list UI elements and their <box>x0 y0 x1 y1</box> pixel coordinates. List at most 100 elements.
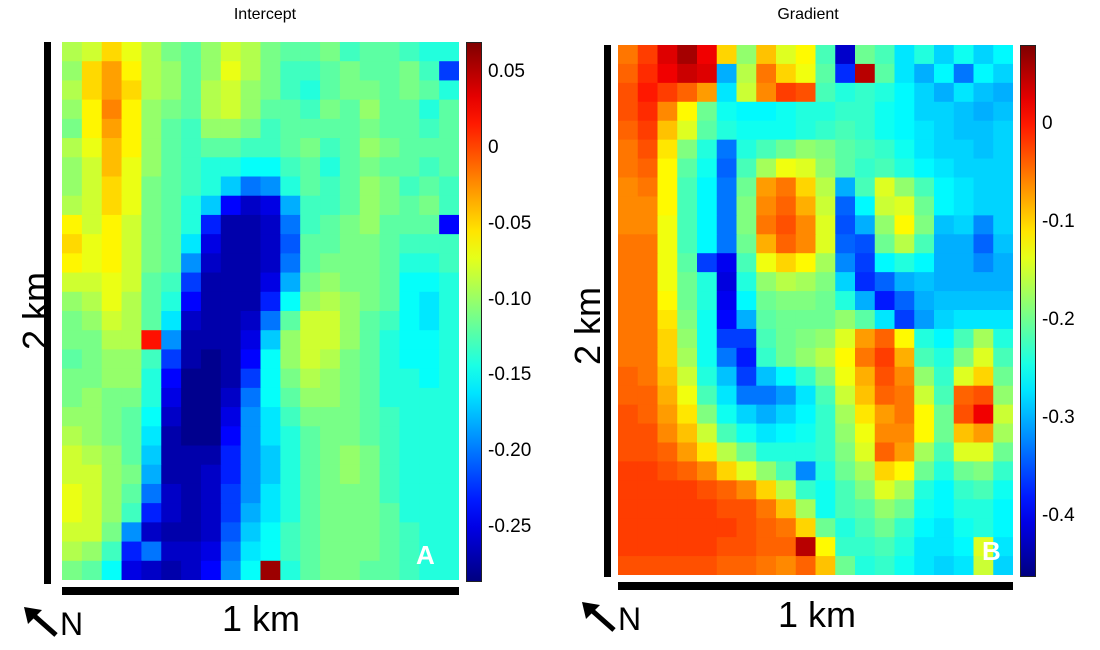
heatmap-cell <box>953 291 975 311</box>
heatmap-cell <box>855 101 876 122</box>
heatmap-cell <box>736 234 757 254</box>
heatmap-cell <box>121 522 142 543</box>
heatmap-cell <box>835 442 856 463</box>
heatmap-cell <box>973 139 994 160</box>
heatmap-cell <box>62 483 83 504</box>
heatmap-cell <box>220 138 242 158</box>
heatmap-cell <box>320 195 341 216</box>
heatmap-cell <box>280 99 301 120</box>
heatmap-cell <box>894 63 915 84</box>
heatmap-cell <box>815 272 836 292</box>
heatmap-cell <box>776 499 797 519</box>
heatmap-cell <box>200 157 222 178</box>
heatmap-cell <box>795 45 817 65</box>
heatmap-cell <box>439 387 459 408</box>
heatmap-cell <box>101 234 123 254</box>
heatmap-cell <box>419 503 440 523</box>
heatmap-cell <box>618 291 639 311</box>
heatmap-cell <box>161 349 182 370</box>
heatmap-cell <box>399 387 420 408</box>
heatmap-cell <box>795 82 817 103</box>
heatmap-cell <box>716 158 738 179</box>
heatmap-cell <box>973 253 994 273</box>
heatmap-cell <box>855 158 876 179</box>
heatmap-cell <box>439 176 459 197</box>
heatmap-cell <box>776 385 797 406</box>
heatmap-cell <box>756 215 777 235</box>
heatmap-cell <box>953 385 975 406</box>
heatmap-cell <box>736 177 757 198</box>
heatmap-cell <box>101 291 123 312</box>
heatmap-cell <box>697 253 718 273</box>
heatmap-cell <box>756 537 777 557</box>
heatmap-cell <box>81 272 103 293</box>
heatmap-cell <box>141 42 162 62</box>
heatmap-cell <box>300 349 321 370</box>
heatmap-cell <box>379 195 401 216</box>
heatmap-cell <box>934 196 955 216</box>
heatmap-cell <box>756 234 777 254</box>
heatmap-cell <box>677 347 698 368</box>
heatmap-cell <box>339 503 361 523</box>
heatmap-cell <box>795 328 817 349</box>
heatmap-cell <box>637 556 659 575</box>
heatmap-cell <box>953 366 975 387</box>
heatmap-cell <box>874 423 896 444</box>
heatmap-cell <box>657 63 678 84</box>
heatmap-cell <box>240 234 262 254</box>
heatmap-cell <box>200 483 222 504</box>
heatmap-cell <box>993 328 1013 349</box>
heatmap-cell <box>399 407 420 427</box>
heatmap-cell <box>200 99 222 120</box>
heatmap-cell <box>657 347 678 368</box>
heatmap-cell <box>280 541 301 562</box>
heatmap-cell <box>220 118 242 139</box>
heatmap-cell <box>795 385 817 406</box>
heatmap-cell <box>934 234 955 254</box>
heatmap-cell <box>914 82 935 103</box>
heatmap-cell <box>359 157 381 178</box>
heatmap-cell <box>716 442 738 463</box>
heatmap-cell <box>379 541 401 562</box>
heatmap-cell <box>657 480 678 500</box>
heatmap-cell <box>657 234 678 254</box>
heatmap-cell <box>280 560 301 580</box>
heatmap-cell <box>439 445 459 466</box>
heatmap-cell <box>181 426 202 447</box>
heatmap-cell <box>320 560 341 580</box>
heatmap-cell <box>339 426 361 447</box>
heatmap-cell <box>618 139 639 160</box>
heatmap-cell <box>815 328 836 349</box>
heatmap-cell <box>776 45 797 65</box>
heatmap-cell <box>756 45 777 65</box>
heatmap-cell <box>62 138 83 158</box>
heatmap-cell <box>874 177 896 198</box>
heatmap-cell <box>379 99 401 120</box>
heatmap-cell <box>300 407 321 427</box>
heatmap-cell <box>62 176 83 197</box>
heatmap-cell <box>776 215 797 235</box>
heatmap-cell <box>419 349 440 370</box>
heatmap-cell <box>756 385 777 406</box>
heatmap-cell <box>300 483 321 504</box>
heatmap-cell <box>618 82 639 103</box>
heatmap-cell <box>101 445 123 466</box>
heatmap-cell <box>835 139 856 160</box>
heatmap-cell <box>161 176 182 197</box>
heatmap-cell <box>637 272 659 292</box>
heatmap-cell <box>101 253 123 274</box>
heatmap-cell <box>81 522 103 543</box>
heatmap-cell <box>399 445 420 466</box>
heatmap-cell <box>914 347 935 368</box>
colorbar-tick-label: -0.3 <box>1042 406 1075 428</box>
heatmap-cell <box>874 196 896 216</box>
heatmap-cell <box>756 82 777 103</box>
heatmap-cell <box>300 311 321 331</box>
heatmap-cell <box>280 464 301 485</box>
heatmap-cell <box>339 80 361 101</box>
heatmap-cell <box>716 234 738 254</box>
heatmap-cell <box>697 347 718 368</box>
heatmap-cell <box>200 138 222 158</box>
colorbar-tick-label: -0.4 <box>1042 505 1075 527</box>
heatmap-cell <box>220 503 242 523</box>
